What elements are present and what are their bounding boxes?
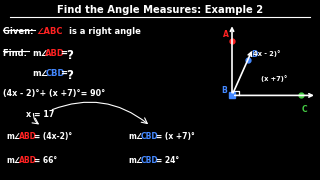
Text: is a right angle: is a right angle	[69, 27, 141, 36]
Text: Find the Angle Measures: Example 2: Find the Angle Measures: Example 2	[57, 5, 263, 15]
Text: = (x +7)°: = (x +7)°	[156, 132, 195, 141]
Text: m∠: m∠	[6, 132, 21, 141]
Text: m∠: m∠	[128, 156, 143, 165]
Text: m∠: m∠	[32, 69, 48, 78]
Text: = (4x-2)°: = (4x-2)°	[34, 132, 72, 141]
Text: Given:: Given:	[3, 27, 36, 36]
Text: D: D	[252, 50, 258, 59]
Text: ABD: ABD	[19, 132, 37, 141]
Text: A: A	[223, 30, 229, 39]
Text: ?: ?	[67, 49, 73, 62]
Text: =: =	[60, 69, 67, 78]
Text: C: C	[302, 105, 308, 114]
Text: (4x - 2)°+ (x +7)°= 90°: (4x - 2)°+ (x +7)°= 90°	[3, 89, 106, 98]
Text: CBD: CBD	[45, 69, 65, 78]
Text: B: B	[221, 86, 227, 94]
Text: = 24°: = 24°	[156, 156, 179, 165]
Text: ∠ABC: ∠ABC	[37, 27, 63, 36]
Text: = 66°: = 66°	[34, 156, 57, 165]
Text: ABD: ABD	[45, 49, 65, 58]
Text: m∠: m∠	[32, 49, 48, 58]
Text: (x +7)°: (x +7)°	[261, 75, 287, 82]
Text: (4x - 2)°: (4x - 2)°	[250, 50, 280, 57]
Text: Find:: Find:	[3, 49, 30, 58]
Text: =: =	[60, 49, 67, 58]
Text: m∠: m∠	[6, 156, 21, 165]
Text: m∠: m∠	[128, 132, 143, 141]
Text: ?: ?	[67, 69, 73, 82]
Text: ABD: ABD	[19, 156, 37, 165]
Text: x = 17: x = 17	[26, 110, 54, 119]
Text: CBD: CBD	[141, 156, 158, 165]
Text: CBD: CBD	[141, 132, 158, 141]
